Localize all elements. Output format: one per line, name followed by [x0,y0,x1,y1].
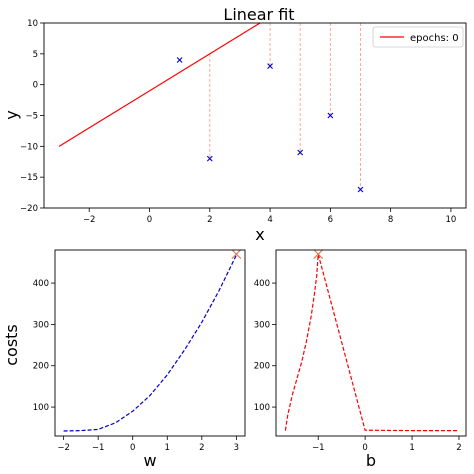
linear-fit-x-tick-label: 0 [147,215,152,225]
cost-vs-b-x-tick-label: 1 [409,443,414,453]
cost-vs-b-x-tick-label: 0 [362,443,367,453]
linear-fit-x-tick-label: 2 [207,215,212,225]
cost-vs-b-x-tick-label: −1 [312,443,325,453]
cost-vs-w-current-marker [231,249,242,260]
linear-fit-y-tick-label: −15 [20,173,38,183]
cost-vs-b-y-tick-label: 400 [254,279,270,289]
data-point [357,186,364,193]
cost-vs-w-plot-area [63,249,242,432]
cost-vs-w-x-tick-label: 2 [199,443,204,453]
legend-box [372,26,464,48]
linear-fit-plot-area [58,23,364,193]
cost-vs-w-x-ticks: −2 −1 0 1 2 3 [57,436,239,453]
linear-fit-axes-frame [43,22,467,209]
cost-vs-w-y-tick-label: 100 [33,403,49,413]
cost-vs-w-cost-curve [63,254,237,432]
cost-vs-b-y-tick-label: 100 [254,403,270,413]
cost-vs-w-y-tick-label: 200 [33,362,49,372]
data-point [176,57,183,63]
linear-fit-x-tick-label: 8 [388,215,393,225]
linear-fit-y-tick-label: 10 [27,19,38,29]
cost-vs-b-cost-curve [284,253,459,432]
cost-vs-w-y-tick-label: 300 [33,320,49,330]
cost-vs-b-y-tick-label: 300 [254,320,270,330]
data-point [206,155,213,162]
cost-vs-b-plot-area [284,249,459,432]
data-point [297,149,304,156]
cost-vs-b-y-ticks: 100 200 300 400 [254,279,276,413]
linear-fit-y-tick-label: −10 [20,142,38,152]
cost-vs-b-panel: −1 0 1 2 100 200 300 400 b [254,249,467,470]
linear-fit-x-tick-label: 10 [446,215,457,225]
cost-vs-b-y-tick-label: 200 [254,362,270,372]
x-axis-label: x [255,225,264,244]
linear-fit-y-tick-label: 5 [33,50,38,60]
linear-fit-x-tick-label: 6 [328,215,333,225]
cost-vs-w-panel: −2 −1 0 1 2 3 100 200 300 400 w costs [2,249,246,470]
cost-vs-b-axes-frame [275,249,467,437]
legend: epochs: 0 [372,26,464,48]
linear-fit-x-tick-label: 4 [267,215,272,225]
linear-fit-x-ticks: −2 0 2 4 6 8 10 [83,208,456,225]
cost-vs-w-y-tick-label: 400 [33,279,49,289]
costs-axis-label: costs [2,324,21,366]
data-point [267,63,273,70]
cost-vs-w-axes-frame [54,249,246,437]
linear-fit-y-ticks: −20 −15 −10 −5 0 5 10 [20,19,44,214]
cost-vs-w-y-ticks: 100 200 300 400 [33,279,55,413]
linear-fit-y-tick-label: 0 [33,81,38,91]
linear-fit-x-tick-label: −2 [83,215,96,225]
cost-vs-w-x-tick-label: 0 [130,443,135,453]
b-axis-label: b [366,451,376,470]
cost-vs-w-x-tick-label: −1 [92,443,105,453]
linear-fit-y-tick-label: −20 [20,204,38,214]
w-axis-label: w [143,451,156,470]
y-axis-label: y [2,110,21,119]
data-point [327,112,334,119]
cost-vs-b-x-tick-label: 2 [456,443,461,453]
cost-vs-b-x-ticks: −1 0 1 2 [312,436,462,453]
cost-vs-w-x-tick-label: 3 [234,443,239,453]
cost-vs-b-current-marker [313,249,324,260]
chart-title: Linear fit [223,5,294,24]
fit-line [58,23,262,147]
cost-vs-w-x-tick-label: 1 [165,443,170,453]
cost-vs-w-x-tick-label: −2 [57,443,70,453]
legend-label: epochs: 0 [410,33,459,44]
linear-fit-y-tick-label: −5 [25,112,38,122]
